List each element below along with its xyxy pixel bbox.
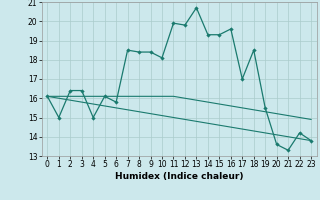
X-axis label: Humidex (Indice chaleur): Humidex (Indice chaleur) <box>115 172 244 181</box>
